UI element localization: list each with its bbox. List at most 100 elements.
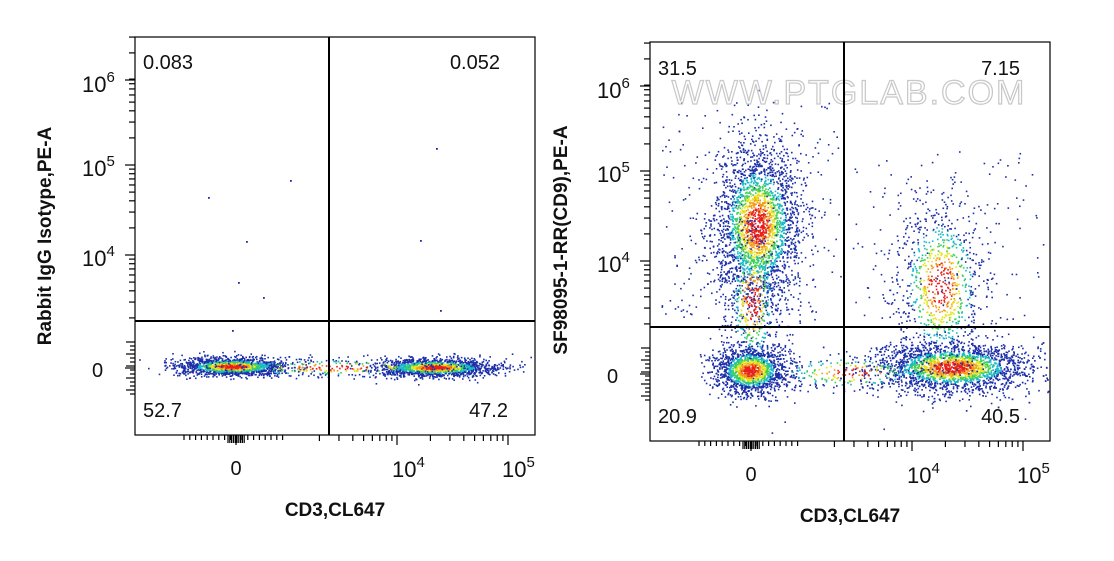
isotype-event-dot [234,373,236,375]
cd9-event-dot [739,256,742,258]
isotype-event-dot [182,370,185,372]
cd9-event-dot [758,318,760,320]
cd9-event-dot [742,277,745,280]
cd9-event-dot [786,252,789,254]
isotype-event-dot [255,364,257,366]
cd9-event-dot [767,188,770,191]
cd9-event-dot [762,148,765,150]
isotype-event-dot [226,372,228,375]
isotype-event-dot [272,361,274,363]
isotype-event-dot [413,369,415,372]
cd9-event-dot [797,276,799,278]
cd9-event-dot [760,317,763,319]
cd9-event-dot [762,222,765,224]
isotype-event-dot [200,370,203,373]
cd9-event-dot [720,274,723,276]
isotype-event-dot [423,367,426,369]
isotype-event-dot [410,361,412,364]
isotype-event-dot [473,373,475,375]
isotype-event-dot [279,369,282,372]
isotype-event-dot [266,374,269,377]
cd9-event-dot [755,169,757,172]
isotype-event-dot [195,363,197,366]
cd9-event-dot [770,198,773,200]
isotype-event-dot [201,361,204,364]
isotype-event-dot [212,374,215,376]
cd9-event-dot [732,189,734,191]
cd9-event-dot [735,175,737,177]
isotype-event-dot [236,372,238,374]
cd9-event-dot [713,280,715,283]
cd9-event-dot [772,203,775,206]
x-tick-label-1e4: 104 [392,454,425,482]
isotype-event-dot [410,371,412,374]
cd9-event-dot [802,218,804,220]
isotype-event-dot [238,282,240,284]
cd9-event-dot [748,231,750,233]
cd9-event-dot [770,159,773,161]
cd9-event-dot [765,272,767,274]
isotype-event-dot [195,371,198,374]
cd9-event-dot [731,253,733,256]
cd9-event-dot [750,250,752,253]
isotype-event-dot [262,369,265,372]
cd9-event-dot [744,198,746,200]
cd9-event-dot [799,292,801,295]
isotype-event-dot [420,373,423,376]
cd9-event-dot [777,182,779,185]
isotype-event-dot [363,375,366,378]
isotype-event-dot [196,369,198,371]
cd9-event-dot [753,181,755,184]
isotype-event-dot [467,371,469,374]
isotype-event-dot [352,368,355,371]
isotype-event-dot [223,363,226,366]
cd9-event-dot [739,179,741,182]
isotype-event-dot [214,356,216,359]
isotype-event-dot [265,370,267,372]
cd9-event-dot [767,262,770,264]
cd9-event-dot [725,201,728,203]
cd9-event-dot [744,220,746,223]
isotype-event-dot [227,368,230,371]
isotype-event-dot [317,377,320,379]
cd9-event-dot [751,135,754,137]
cd9-event-dot [780,189,783,191]
isotype-event-dot [446,361,448,364]
cd9-event-dot [734,206,737,209]
isotype-event-dot [197,373,200,376]
isotype-event-dot [262,367,264,369]
cd9-event-dot [789,333,791,336]
isotype-event-dot [367,369,370,372]
cd9-event-dot [742,247,744,249]
isotype-event-dot [378,370,380,372]
isotype-event-dot [198,366,200,368]
isotype-event-dot [418,364,421,367]
isotype-event-dot [476,366,479,368]
cd9-event-dot [783,219,785,222]
cd9-event-dot [722,228,725,231]
cd9-event-dot [794,157,797,160]
isotype-event-dot [372,363,375,366]
isotype-event-dot [431,360,434,362]
cd9-event-dot [764,249,767,252]
cd9-event-dot [811,310,814,312]
isotype-event-dot [423,358,425,360]
cd9-event-dot [753,330,755,332]
isotype-event-dot [191,371,194,373]
cd9-event-dot [733,210,736,212]
cd9-event-dot [788,244,791,247]
cd9-event-dot [768,288,771,290]
isotype-event-dot [213,371,215,373]
cd9-event-dot [762,220,765,223]
isotype-event-dot [432,365,435,367]
cd9-event-dot [788,239,790,241]
isotype-event-dot [198,372,201,374]
cd9-event-dot [775,257,777,260]
isotype-event-dot [487,372,489,375]
isotype-event-dot [255,355,258,358]
isotype-event-dot [277,376,280,378]
cd9-event-dot [739,252,741,254]
isotype-event-dot [197,357,200,359]
isotype-event-dot [444,366,446,368]
cd9-event-dot [791,274,793,276]
